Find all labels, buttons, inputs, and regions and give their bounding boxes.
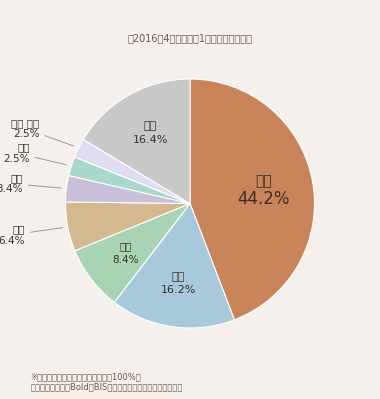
Wedge shape (65, 176, 190, 203)
Text: 加幣
2.5%: 加幣 2.5% (3, 142, 66, 165)
Wedge shape (114, 203, 234, 328)
Text: 其他: 其他 (144, 121, 157, 131)
Text: 美元: 美元 (255, 174, 272, 188)
Text: 8.4%: 8.4% (112, 255, 139, 265)
Text: 瑞士 法郎
2.5%: 瑞士 法郎 2.5% (11, 118, 74, 146)
Wedge shape (65, 202, 190, 251)
Wedge shape (83, 79, 190, 203)
Text: （2016年4月時，月間1日平均交易比例）: （2016年4月時，月間1日平均交易比例） (128, 33, 252, 43)
Text: 16.4%: 16.4% (133, 135, 168, 145)
Wedge shape (190, 79, 315, 320)
Text: ※以四捨五入計算，合計有可能未達100%。: ※以四捨五入計算，合計有可能未達100%。 (30, 373, 141, 381)
Text: 16.2%: 16.2% (161, 285, 196, 295)
Text: 歐元: 歐元 (172, 272, 185, 282)
Text: 44.2%: 44.2% (237, 190, 290, 207)
Text: 英鎊
6.4%: 英鎊 6.4% (0, 224, 63, 246)
Wedge shape (69, 157, 190, 203)
Text: 資料來源：（股）Bold依BIS（國際結算銀行）之資料編製而成: 資料來源：（股）Bold依BIS（國際結算銀行）之資料編製而成 (30, 383, 183, 391)
Text: 澳幣
3.4%: 澳幣 3.4% (0, 173, 61, 194)
Wedge shape (75, 203, 190, 302)
Wedge shape (74, 139, 190, 203)
Text: 日幣: 日幣 (119, 241, 132, 251)
